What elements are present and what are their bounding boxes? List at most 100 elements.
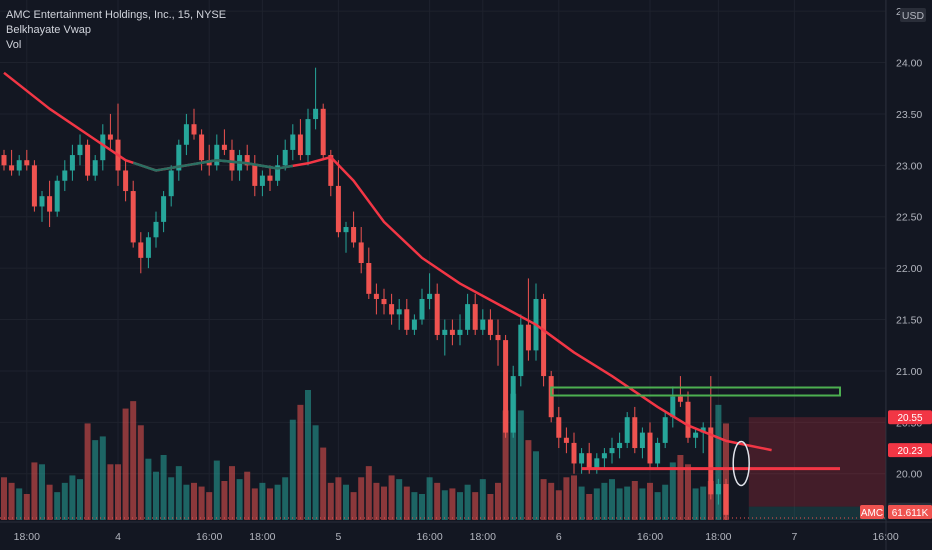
candle-body: [632, 417, 638, 449]
candle-body: [31, 165, 37, 207]
volume-bar: [206, 492, 213, 520]
time-tick-label: 6: [556, 531, 562, 543]
time-tick-label: 4: [115, 531, 121, 543]
volume-bar: [191, 482, 197, 520]
volume-bar: [388, 475, 395, 520]
candle-body: [290, 134, 296, 150]
volume-bar: [723, 423, 729, 520]
volume-bar: [229, 466, 235, 520]
volume-bar: [586, 494, 593, 520]
candle-body: [396, 309, 402, 315]
volume-bar: [305, 390, 311, 520]
time-tick-label: 16:00: [416, 531, 442, 543]
volume-indicator-name[interactable]: Vol: [6, 39, 22, 51]
volume-bar: [624, 486, 631, 520]
volume-bar: [153, 471, 159, 520]
volume-bar: [54, 492, 61, 520]
volume-bar: [69, 475, 76, 520]
volume-bar: [555, 490, 562, 520]
time-tick-label: 18:00: [705, 531, 731, 543]
candle-body: [677, 396, 683, 402]
volume-bar: [183, 484, 190, 520]
candle-body: [556, 417, 562, 438]
volume-bar: [115, 464, 121, 520]
volume-bars: [1, 390, 729, 520]
volume-bar: [122, 408, 129, 520]
volume-bar: [1, 477, 7, 520]
candle-body: [548, 376, 554, 418]
volume-bar: [487, 494, 494, 520]
candle-body: [47, 196, 53, 212]
resistance-rectangle: [550, 386, 841, 397]
time-tick-label: 16:00: [637, 531, 663, 543]
volume-bar: [647, 482, 653, 520]
time-axis[interactable]: 18:00 4 16:00 18:00 5 16:00 18:00 6 16:00 18:00 7 1…: [0, 521, 932, 543]
volume-bar: [571, 475, 577, 520]
legend: AMC Entertainment Holdings, Inc., 15, NY…: [6, 8, 226, 53]
volume-bar: [593, 488, 600, 520]
volume-bar: [160, 455, 167, 520]
volume-bar: [130, 401, 137, 520]
candle-body: [39, 196, 45, 207]
candle-body: [715, 484, 721, 495]
volume-bar: [464, 484, 471, 520]
candle-body: [366, 263, 372, 294]
volume-bar: [267, 488, 273, 520]
volume-bar: [92, 440, 99, 520]
vwap-flat-segment: [193, 158, 278, 170]
candle-body: [518, 324, 524, 377]
candle-body: [130, 191, 136, 243]
time-tick-label: 18:00: [14, 531, 40, 543]
candle-body: [381, 298, 387, 305]
volume-bar: [244, 471, 251, 520]
candle-body: [442, 329, 448, 335]
volume-bar: [479, 479, 486, 520]
volume-bar: [578, 486, 585, 520]
volume-bar: [510, 393, 517, 520]
candle-body: [282, 149, 288, 166]
candle-body: [1, 155, 7, 166]
candle-body: [229, 149, 235, 171]
candle-body: [472, 304, 478, 330]
volume-bar: [297, 404, 304, 520]
volume-bar: [259, 482, 266, 520]
candle-body: [693, 432, 699, 438]
volume-bar: [700, 486, 707, 520]
price-axis[interactable]: 24.5024.0023.5023.0022.5022.0021.5021.00…: [885, 0, 932, 550]
volume-bar: [685, 464, 691, 520]
candle-body: [427, 293, 433, 299]
volume-bar: [168, 477, 175, 520]
indicator-name[interactable]: Belkhayate Vwap: [6, 24, 91, 36]
volume-bar: [320, 447, 327, 520]
volume-bar: [533, 451, 539, 520]
candle-body: [487, 319, 493, 335]
candle-body: [662, 417, 668, 443]
price-tick-label: 23.00: [896, 160, 922, 172]
volume-bar: [289, 419, 296, 520]
volume-bar: [84, 423, 91, 520]
volume-bar: [350, 492, 357, 520]
price-tick-label: 21.50: [896, 315, 922, 327]
volume-bar: [8, 482, 15, 520]
volume-bar: [495, 482, 501, 520]
candle-body: [480, 319, 486, 330]
volume-bar: [236, 479, 243, 520]
volume-bar: [61, 482, 68, 520]
candle-body: [199, 134, 205, 161]
candle-body: [107, 134, 113, 140]
candles: [1, 67, 729, 520]
candle-body: [305, 119, 311, 156]
volume-bar: [472, 492, 479, 520]
price-tick-label: 21.00: [896, 366, 922, 378]
candle-body: [9, 165, 15, 171]
volume-bar: [419, 494, 425, 520]
volume-bar: [46, 484, 53, 520]
volume-bar: [343, 484, 349, 520]
symbol-title[interactable]: AMC Entertainment Holdings, Inc., 15, NY…: [6, 9, 227, 21]
candle-body: [685, 401, 691, 438]
candle-body: [579, 453, 585, 464]
volume-bar: [358, 477, 365, 520]
candle-body: [419, 298, 425, 320]
